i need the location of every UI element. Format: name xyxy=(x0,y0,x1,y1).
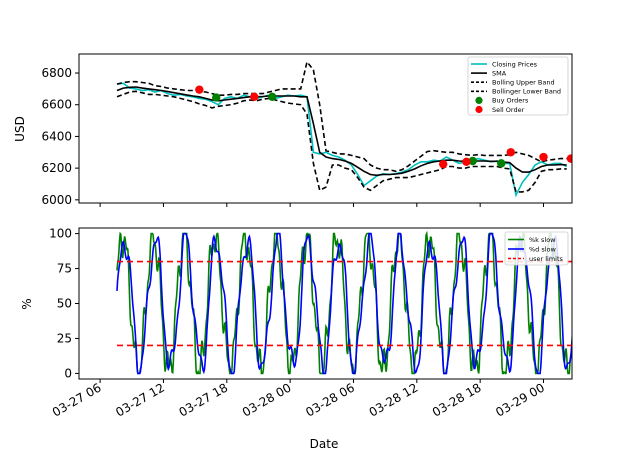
legend-buy-orders-label: Buy Orders xyxy=(492,97,529,105)
legend-k-slow-label: %k slow xyxy=(529,236,556,244)
k-slow-line xyxy=(116,230,572,375)
legend-d-slow-label: %d slow xyxy=(529,245,557,253)
price-legend-frame xyxy=(467,56,569,116)
legend-sell-order-marker xyxy=(475,105,483,114)
x-tick-label: 03-27 18 xyxy=(177,380,231,419)
buy-order-marker xyxy=(468,156,477,166)
price-y-axis-label: USD xyxy=(13,116,27,142)
price-y-tick-label: 6000 xyxy=(41,193,72,207)
price-y-tick-label: 6400 xyxy=(41,129,72,143)
price-y-tick-label: 6600 xyxy=(41,98,72,112)
x-tick-label: 03-28 00 xyxy=(240,380,294,419)
sell-order-marker xyxy=(462,157,471,166)
stochastic-y-tick-label: 25 xyxy=(57,331,72,345)
legend-buy-orders-marker xyxy=(475,96,483,104)
buy-order-marker xyxy=(267,92,277,101)
sell-order-marker xyxy=(506,148,515,157)
stochastic-y-tick-label: 100 xyxy=(49,227,72,241)
stochastic-y-tick-label: 0 xyxy=(64,366,72,380)
sell-order-marker xyxy=(250,92,259,101)
sell-order-marker xyxy=(439,159,448,169)
legend-sell-order-label: Sell Order xyxy=(492,106,525,114)
stochastic-y-tick-label: 50 xyxy=(57,297,72,311)
stochastic-legend: %k slow%d slow user limits xyxy=(504,231,569,266)
sell-order-marker xyxy=(566,154,572,163)
x-axis-label: Date xyxy=(310,437,339,451)
x-tick-label: 03-27 06 xyxy=(50,380,104,419)
sell-order-marker xyxy=(195,85,204,94)
legend-user-limits-label: user limits xyxy=(529,255,564,263)
sma-line xyxy=(116,86,567,177)
legend-close-price-label: Closing Prices xyxy=(492,60,538,68)
legend-upper-band-label: Bolling Upper Band xyxy=(492,79,555,87)
sell-order-marker xyxy=(607,156,615,164)
stochastic-y-axis-label: % xyxy=(20,298,34,309)
buy-order-marker xyxy=(576,163,584,171)
x-tick-label: 03-28 12 xyxy=(367,380,421,419)
legend-sma-label: SMA xyxy=(492,69,507,77)
legend-lower-band-label: Bollinger Lower Band xyxy=(492,88,561,96)
x-tick-label: 03-27 12 xyxy=(113,380,167,419)
x-tick-label: 03-29 00 xyxy=(493,380,547,419)
x-tick-label: 03-28 18 xyxy=(430,380,484,419)
price-y-tick-label: 6200 xyxy=(41,161,72,175)
sell-order-marker xyxy=(539,152,548,162)
stochastic-y-tick-label: 75 xyxy=(57,262,72,276)
price-y-tick-label: 6800 xyxy=(41,66,72,80)
buy-order-marker xyxy=(497,159,506,168)
buy-order-marker xyxy=(212,93,221,102)
x-tick-label: 03-28 06 xyxy=(303,380,357,419)
upper-band-line xyxy=(116,60,567,173)
lower-band-line xyxy=(116,90,567,193)
d-slow-line xyxy=(116,232,572,375)
